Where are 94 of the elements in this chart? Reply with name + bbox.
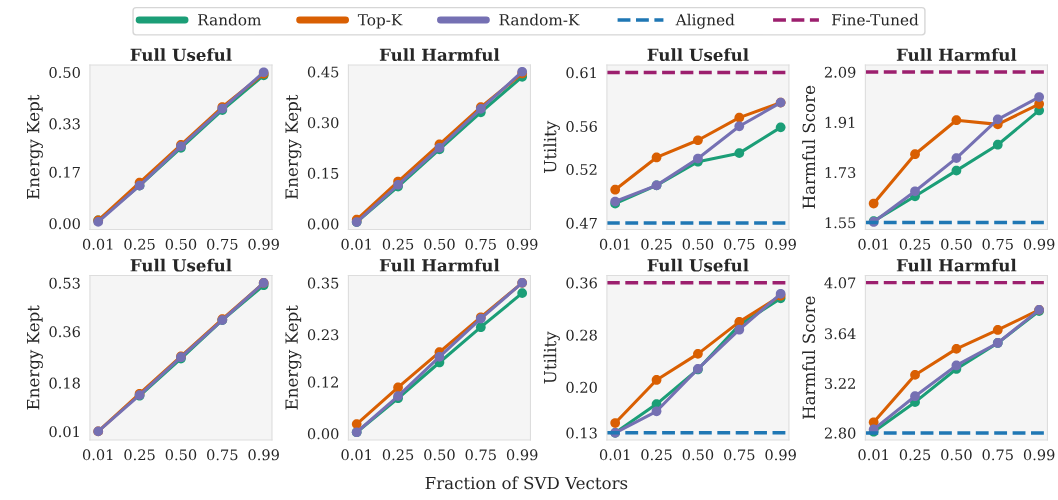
x-tick-label: 0.75 <box>207 238 238 250</box>
y-tick-label: 0.53 <box>49 277 80 289</box>
x-tick-label: 0.01 <box>858 449 888 461</box>
x-tick-label: 0.01 <box>341 238 371 250</box>
y-tick-label: 1.91 <box>825 116 855 128</box>
y-tick-label: 0.30 <box>307 117 339 129</box>
y-axis-title: Energy Kept <box>27 305 43 410</box>
y-tick-label: 0.50 <box>49 66 80 78</box>
x-tick-label: 0.50 <box>941 238 972 250</box>
y-tick-label: 0.00 <box>307 428 339 440</box>
x-tick-label: 0.01 <box>82 238 113 250</box>
chart-title: Full Harmful <box>896 48 1017 62</box>
x-tick-label: 0.99 <box>1023 238 1055 250</box>
y-tick-label: 0.12 <box>307 376 338 388</box>
y-axis-title: Harmful Score <box>802 85 816 209</box>
y-axis-title: Energy Kept <box>285 94 302 199</box>
y-tick-label: 0.36 <box>49 326 80 338</box>
y-tick-label: 0.15 <box>307 167 339 179</box>
x-tick-label: 0.25 <box>124 238 155 250</box>
y-tick-label: 0.45 <box>307 66 339 78</box>
y-tick-label: 2.09 <box>824 66 856 78</box>
x-tick-label: 0.75 <box>465 238 496 250</box>
y-tick-label: 0.56 <box>566 120 597 133</box>
y-tick-label: 0.23 <box>307 329 339 341</box>
y-tick-label: 0.13 <box>566 427 597 439</box>
y-tick-label: 0.18 <box>49 377 80 389</box>
y-tick-label: 1.73 <box>825 167 856 179</box>
legend-label: Aligned <box>675 13 735 29</box>
y-tick-label: 0.47 <box>566 217 597 229</box>
chart-title: Full Useful <box>130 48 232 62</box>
x-tick-label: 0.01 <box>858 238 888 250</box>
y-tick-label: 4.07 <box>824 277 856 289</box>
x-tick-label: 0.25 <box>382 238 414 250</box>
x-tick-label: 0.75 <box>207 449 238 461</box>
y-tick-label: 0.33 <box>49 118 80 130</box>
x-tick-label: 0.99 <box>248 238 279 250</box>
y-tick-label: 0.36 <box>566 277 597 289</box>
x-tick-label: 0.75 <box>982 238 1013 250</box>
y-axis-title: Utility <box>543 331 560 384</box>
legend-label: Random-K <box>499 13 580 26</box>
x-tick-label: 0.25 <box>899 449 931 461</box>
x-tick-label: 0.01 <box>599 449 630 461</box>
chart-title: Full Harmful <box>896 258 1017 272</box>
y-tick-label: 0.35 <box>307 277 339 289</box>
y-tick-label: 0.28 <box>566 329 597 341</box>
x-tick-label: 0.01 <box>82 449 113 461</box>
chart-title: Full Useful <box>647 258 749 272</box>
x-tick-label: 0.50 <box>682 449 714 461</box>
y-tick-label: 0.20 <box>566 381 597 393</box>
y-tick-label: 0.52 <box>566 163 597 176</box>
x-tick-label: 0.50 <box>165 238 197 250</box>
chart-title: Full Useful <box>647 48 749 62</box>
x-tick-label: 0.50 <box>424 449 455 461</box>
x-tick-label: 0.01 <box>341 449 371 461</box>
x-tick-label: 0.25 <box>382 449 414 461</box>
x-tick-label: 0.50 <box>165 449 197 461</box>
x-tick-label: 0.99 <box>506 449 538 461</box>
legend-label: Fine-Tuned <box>831 13 919 26</box>
x-tick-label: 0.25 <box>641 449 672 461</box>
legend-label: Top-K <box>357 14 403 29</box>
y-axis-title: Energy Kept <box>27 94 43 199</box>
x-tick-label: 0.75 <box>724 238 755 250</box>
y-axis-title: Energy Kept <box>285 305 302 410</box>
x-tick-label: 0.99 <box>765 449 796 461</box>
x-tick-label: 0.75 <box>465 449 496 461</box>
y-tick-label: 0.01 <box>49 426 79 438</box>
y-tick-label: 2.80 <box>824 427 856 439</box>
y-tick-label: 0.61 <box>566 67 596 79</box>
y-tick-label: 0.00 <box>307 218 339 230</box>
x-tick-label: 0.75 <box>724 449 755 461</box>
x-tick-label: 0.25 <box>124 449 155 461</box>
x-tick-label: 0.99 <box>506 238 538 250</box>
y-axis-title: Harmful Score <box>802 296 816 420</box>
y-axis-title: Utility <box>543 120 560 173</box>
chart-title: Full Harmful <box>379 258 500 272</box>
x-tick-label: 0.25 <box>641 238 672 250</box>
x-tick-label: 0.99 <box>1023 449 1055 461</box>
x-tick-label: 0.01 <box>599 238 630 250</box>
y-tick-label: 3.64 <box>825 328 856 340</box>
x-tick-label: 0.75 <box>982 449 1013 461</box>
x-tick-label: 0.50 <box>941 449 972 461</box>
y-tick-label: 0.17 <box>49 166 80 178</box>
y-tick-label: 1.55 <box>825 217 856 229</box>
chart-title: Full Harmful <box>379 48 500 62</box>
x-tick-label: 0.99 <box>248 449 279 461</box>
x-tick-label: 0.99 <box>765 238 796 250</box>
legend-label: Random <box>198 13 262 26</box>
x-axis-title: Fraction of SVD Vectors <box>425 476 628 490</box>
x-tick-label: 0.50 <box>682 238 714 250</box>
x-tick-label: 0.50 <box>424 238 455 250</box>
x-tick-label: 0.25 <box>899 238 931 250</box>
y-tick-label: 3.22 <box>825 377 855 389</box>
y-tick-label: 0.00 <box>49 218 80 230</box>
chart-title: Full Useful <box>130 258 232 272</box>
